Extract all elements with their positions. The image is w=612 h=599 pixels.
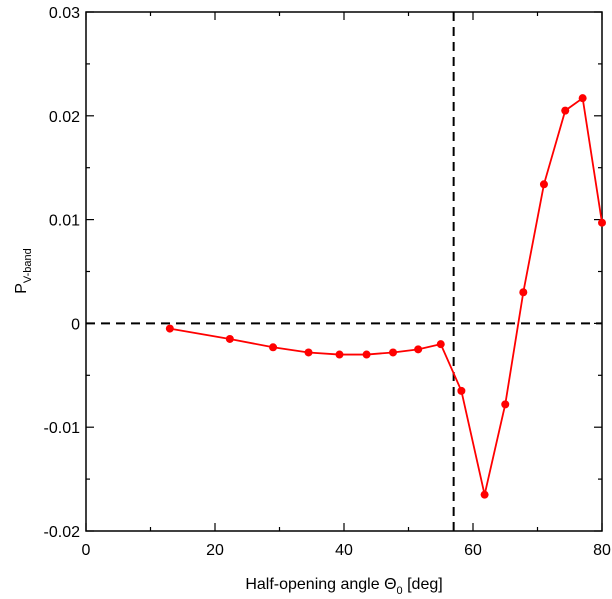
x-axis-label-unit: [deg]	[403, 576, 443, 593]
plot-frame	[85, 11, 603, 532]
data-point	[389, 348, 398, 357]
x-tick-label: 0	[82, 542, 91, 559]
data-point	[436, 340, 445, 349]
x-tick-label: 20	[206, 542, 224, 559]
x-tick-label: 80	[593, 542, 611, 559]
y-axis-label-subscript: V-band	[22, 248, 34, 283]
axis-ticks	[85, 11, 603, 532]
y-tick-label: 0	[71, 316, 80, 333]
data-point	[304, 348, 313, 357]
data-point	[335, 350, 344, 359]
series-line	[169, 96, 603, 495]
data-point	[362, 350, 371, 359]
x-tick-label: 40	[335, 542, 353, 559]
data-point	[165, 324, 174, 333]
data-point	[578, 94, 587, 103]
data-point	[561, 106, 570, 115]
x-axis-label-main: Half-opening angle Θ	[245, 576, 396, 593]
data-point	[598, 218, 606, 227]
tick-labels: 0 20 40 60 80 -0.02 -0.01 0 0.01 0.02 0.03	[44, 5, 611, 559]
y-tick-label: 0.03	[49, 5, 80, 22]
data-series	[165, 94, 606, 499]
x-tick-label: 60	[464, 542, 482, 559]
data-point	[519, 288, 528, 297]
data-point	[269, 343, 278, 352]
y-axis-label-main: P	[13, 283, 30, 294]
data-point	[480, 490, 489, 499]
y-tick-label: 0.01	[49, 213, 80, 230]
x-axis-label-subscript: 0	[397, 585, 403, 597]
data-point	[539, 180, 548, 189]
y-tick-label: -0.01	[44, 420, 81, 437]
data-point	[414, 345, 423, 354]
data-point	[501, 400, 510, 409]
y-tick-label: 0.02	[49, 109, 80, 126]
x-axis-label: Half-opening angle Θ0 [deg]	[245, 576, 442, 597]
y-axis-label: PV-band	[13, 248, 34, 294]
data-point	[457, 386, 466, 395]
y-tick-label: -0.02	[44, 524, 81, 541]
reference-lines	[86, 12, 602, 531]
data-point	[225, 334, 234, 343]
